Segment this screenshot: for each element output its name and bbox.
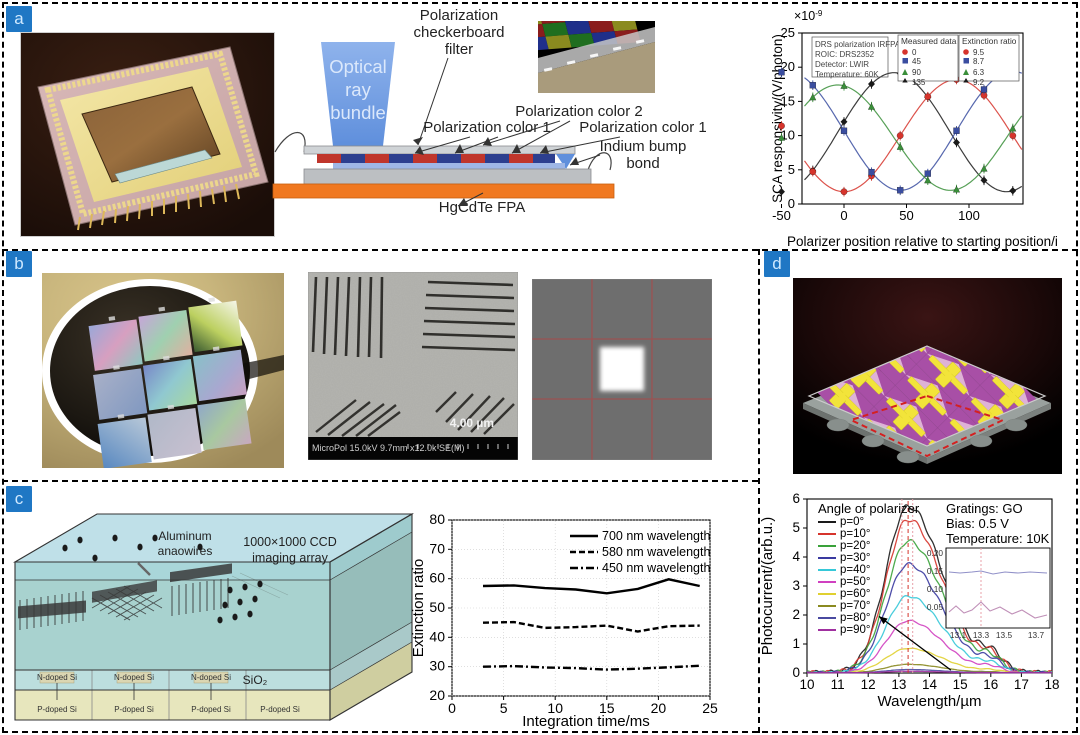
svg-text:Indium bump: Indium bump bbox=[600, 138, 687, 155]
svg-text:700 nm wavelength: 700 nm wavelength bbox=[602, 529, 710, 543]
svg-text:anaowires: anaowires bbox=[158, 544, 213, 558]
svg-text:checkerboard: checkerboard bbox=[414, 24, 505, 41]
svg-text:45: 45 bbox=[912, 57, 921, 66]
svg-text:DRS polarization IRFPA: DRS polarization IRFPA bbox=[815, 40, 901, 49]
svg-text:Optical: Optical bbox=[329, 56, 387, 77]
svg-text:Polarization color 1: Polarization color 1 bbox=[579, 119, 707, 136]
svg-text:N-doped Si: N-doped Si bbox=[37, 673, 77, 682]
svg-text:8.7: 8.7 bbox=[973, 57, 985, 66]
svg-text:P-doped Si: P-doped Si bbox=[191, 705, 231, 714]
svg-text:×10-9: ×10-9 bbox=[794, 9, 823, 24]
svg-text:Polarization color 2: Polarization color 2 bbox=[515, 103, 643, 120]
svg-text:80: 80 bbox=[429, 511, 445, 527]
svg-text:P-doped Si: P-doped Si bbox=[260, 705, 300, 714]
svg-text:50: 50 bbox=[899, 208, 913, 223]
svg-text:50: 50 bbox=[429, 599, 445, 615]
svg-text:6.3: 6.3 bbox=[973, 68, 985, 77]
svg-text:5: 5 bbox=[788, 162, 795, 177]
svg-text:5: 5 bbox=[500, 700, 508, 716]
svg-text:Aluminum: Aluminum bbox=[158, 529, 211, 543]
svg-text:135: 135 bbox=[912, 78, 926, 87]
svg-text:HgCdTe FPA: HgCdTe FPA bbox=[439, 199, 525, 216]
svg-text:imaging array: imaging array bbox=[252, 551, 328, 565]
svg-text:100: 100 bbox=[958, 208, 980, 223]
svg-text:Polarization: Polarization bbox=[420, 7, 498, 24]
svg-text:Detector: LWIR: Detector: LWIR bbox=[815, 60, 869, 69]
svg-text:20: 20 bbox=[429, 687, 445, 703]
svg-text:90: 90 bbox=[912, 68, 921, 77]
svg-text:30: 30 bbox=[429, 658, 445, 674]
svg-text:25: 25 bbox=[702, 700, 718, 716]
svg-text:60: 60 bbox=[429, 570, 445, 586]
svg-text:Extinction ratio: Extinction ratio bbox=[962, 36, 1017, 46]
svg-text:bundle: bundle bbox=[330, 102, 386, 123]
svg-text:20: 20 bbox=[651, 700, 667, 716]
svg-text:Measured data: Measured data bbox=[901, 36, 957, 46]
svg-text:Polarization color 1: Polarization color 1 bbox=[423, 119, 551, 136]
svg-text:1000×1000 CCD: 1000×1000 CCD bbox=[243, 535, 336, 549]
svg-text:70: 70 bbox=[429, 540, 445, 556]
svg-text:Polarizer position relative to: Polarizer position relative to starting … bbox=[787, 234, 1058, 249]
svg-text:Extinction ratio: Extinction ratio bbox=[410, 559, 427, 657]
svg-text:0: 0 bbox=[448, 700, 456, 716]
svg-text:ray: ray bbox=[345, 79, 371, 100]
svg-text:P-doped Si: P-doped Si bbox=[114, 705, 154, 714]
svg-text:bond: bond bbox=[626, 155, 659, 172]
svg-text:MicroPol 15.0kV 9.7mm x12.0k S: MicroPol 15.0kV 9.7mm x12.0k SE(M) bbox=[312, 443, 465, 453]
svg-text:P-doped Si: P-doped Si bbox=[37, 705, 77, 714]
svg-text:N-doped Si: N-doped Si bbox=[114, 673, 154, 682]
svg-text:0: 0 bbox=[840, 208, 847, 223]
svg-text:ROIC: DRS2352: ROIC: DRS2352 bbox=[815, 50, 875, 59]
svg-text:580 nm wavelength: 580 nm wavelength bbox=[602, 545, 710, 559]
svg-text:SCA responsivity/(V/photon): SCA responsivity/(V/photon) bbox=[770, 34, 785, 203]
svg-text:N-doped Si: N-doped Si bbox=[191, 673, 231, 682]
svg-text:SiO₂: SiO₂ bbox=[243, 673, 268, 687]
svg-text:450 nm wavelength: 450 nm wavelength bbox=[602, 561, 710, 575]
svg-text:9.5: 9.5 bbox=[973, 48, 985, 57]
svg-text:9.2: 9.2 bbox=[973, 78, 985, 87]
svg-text:0: 0 bbox=[912, 48, 917, 57]
svg-text:filter: filter bbox=[445, 41, 473, 58]
svg-text:Integration time/ms: Integration time/ms bbox=[522, 713, 650, 730]
svg-text:40: 40 bbox=[429, 628, 445, 644]
svg-text:-50: -50 bbox=[772, 208, 791, 223]
svg-text:4.00 µm: 4.00 µm bbox=[450, 416, 494, 430]
svg-text:Temperature: 60K: Temperature: 60K bbox=[815, 70, 879, 79]
